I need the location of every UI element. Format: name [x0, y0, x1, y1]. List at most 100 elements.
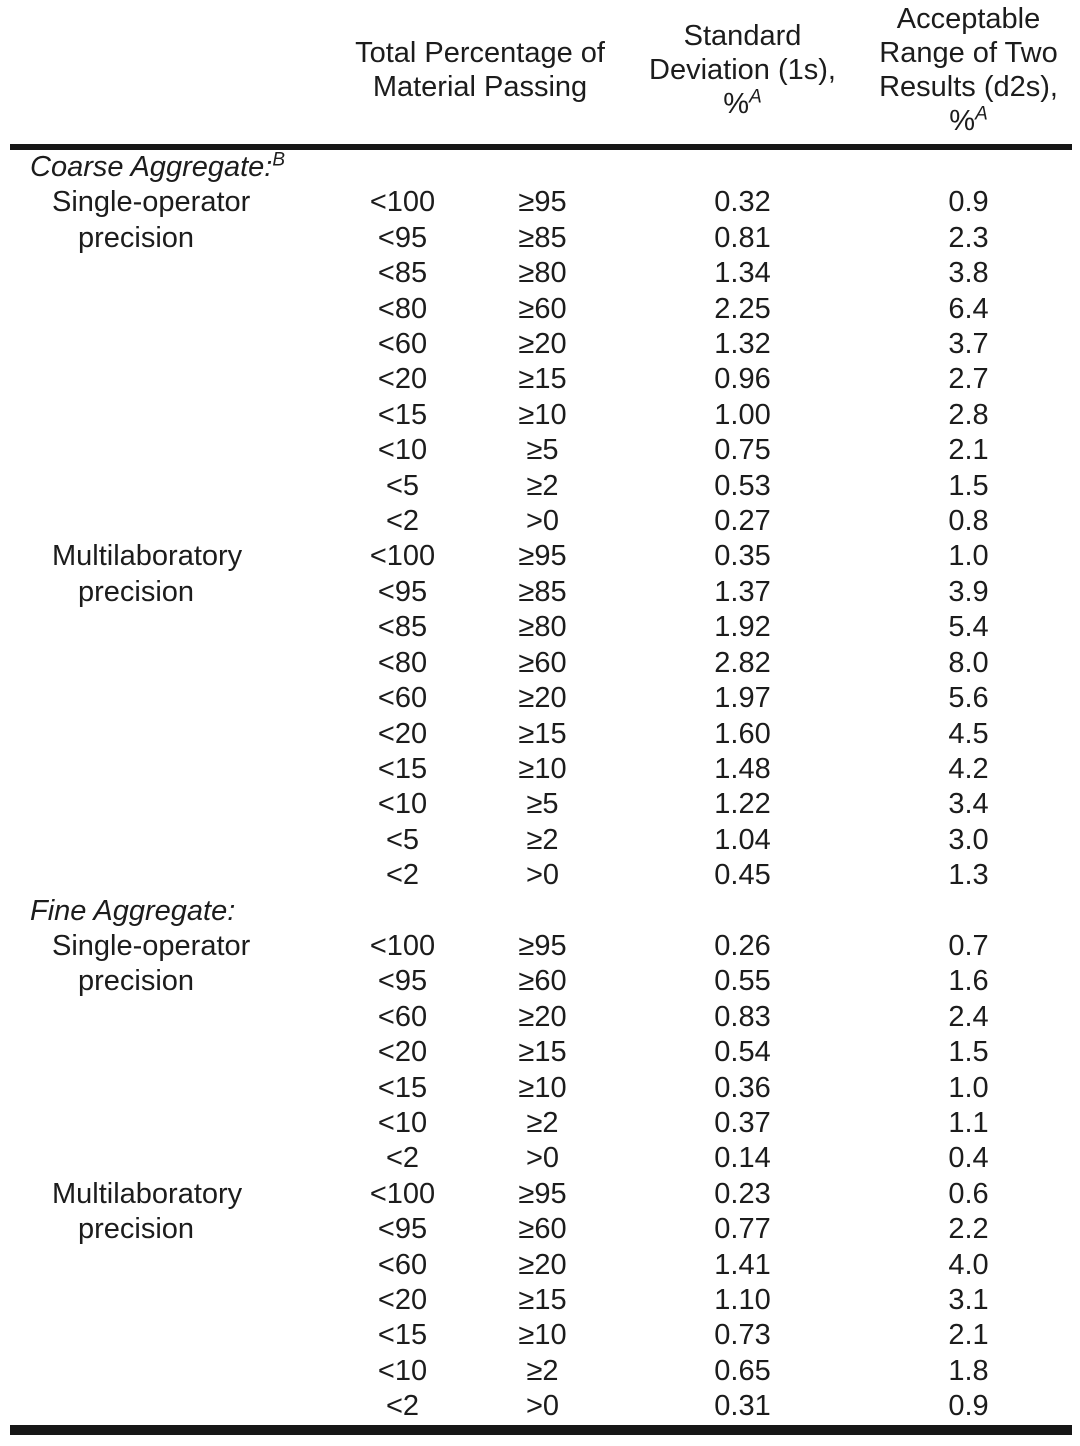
cell-sd: 0.77 [714, 1213, 771, 1246]
cell-d2s: 0.9 [948, 1390, 989, 1423]
row-label [10, 1106, 340, 1141]
table-row: <15 ≥10 0.73 2.1 [10, 1318, 1072, 1353]
cell-upper: ≥60 [518, 292, 567, 325]
cell-d2s: 0.4 [948, 1142, 989, 1175]
table-row: <2 >0 0.27 0.8 [10, 504, 1072, 539]
cell-sd: 0.75 [714, 434, 771, 467]
row-label [10, 1071, 340, 1106]
row-label [10, 292, 340, 327]
row-label [10, 858, 340, 893]
cell-sd: 1.48 [714, 752, 771, 785]
precision-table: Total Percentage of Material Passing Sta… [10, 0, 1073, 1435]
cell-lower: <10 [377, 1106, 428, 1139]
cell-lower: <15 [377, 1071, 428, 1104]
cell-upper: ≥20 [518, 1000, 567, 1033]
cell-sd: 1.04 [714, 823, 771, 856]
cell-sd: 1.41 [714, 1248, 771, 1281]
cell-lower: <95 [377, 575, 428, 608]
section-title-text: Fine Aggregate: [30, 894, 236, 927]
row-label [10, 433, 340, 468]
cell-sd: 0.32 [714, 186, 771, 219]
cell-upper: ≥15 [518, 717, 567, 750]
cell-lower: <95 [377, 1213, 428, 1246]
row-label [10, 823, 340, 858]
cell-lower: <60 [377, 1248, 428, 1281]
cell-d2s: 5.6 [948, 682, 989, 715]
table-row: Multilaboratory <100 ≥95 0.23 0.6 [10, 1177, 1072, 1212]
cell-lower: <100 [369, 1177, 436, 1210]
row-label [10, 1248, 340, 1283]
header-passing-line2: Material Passing [372, 71, 588, 103]
cell-upper: ≥15 [518, 363, 567, 396]
cell-d2s: 2.8 [948, 398, 989, 431]
table-row: <10 ≥5 0.75 2.1 [10, 433, 1072, 468]
table-row: <10 ≥5 1.22 3.4 [10, 787, 1072, 822]
table-row: <60 ≥20 1.41 4.0 [10, 1248, 1072, 1283]
cell-lower: <85 [377, 611, 428, 644]
table-row: <60 ≥20 1.97 5.6 [10, 681, 1072, 716]
cell-upper: ≥20 [518, 682, 567, 715]
table-row: <85 ≥80 1.34 3.8 [10, 256, 1072, 291]
cell-lower: <2 [385, 505, 420, 538]
cell-d2s: 4.0 [948, 1248, 989, 1281]
cell-upper: >0 [525, 1390, 560, 1423]
cell-sd: 0.31 [714, 1390, 771, 1423]
cell-sd: 0.27 [714, 505, 771, 538]
row-label [10, 1283, 340, 1318]
cell-upper: ≥95 [518, 1177, 567, 1210]
table-row: <60 ≥20 1.32 3.7 [10, 327, 1072, 362]
table-row: Single-operator <100 ≥95 0.32 0.9 [10, 185, 1072, 220]
cell-sd: 0.55 [714, 965, 771, 998]
table-row: precision <95 ≥85 1.37 3.9 [10, 575, 1072, 610]
table-row: <2 >0 0.14 0.4 [10, 1141, 1072, 1176]
cell-sd: 1.34 [714, 257, 771, 290]
cell-d2s: 1.3 [948, 859, 989, 892]
cell-sd: 0.45 [714, 859, 771, 892]
cell-sd: 0.35 [714, 540, 771, 573]
row-label: precision [78, 1213, 195, 1246]
cell-upper: ≥95 [518, 929, 567, 962]
cell-lower: <5 [385, 823, 420, 856]
table-row: precision <95 ≥60 0.55 1.6 [10, 964, 1072, 999]
cell-upper: ≥80 [518, 611, 567, 644]
cell-lower: <100 [369, 540, 436, 573]
cell-sd: 0.14 [714, 1142, 771, 1175]
header-sd-unit-line: %A [620, 87, 865, 121]
cell-sd: 0.73 [714, 1319, 771, 1352]
cell-lower: <10 [377, 1354, 428, 1387]
cell-upper: ≥2 [526, 1106, 559, 1139]
cell-d2s: 2.7 [948, 363, 989, 396]
table-row: <5 ≥2 1.04 3.0 [10, 823, 1072, 858]
header-d2s-unit-line: %A [865, 104, 1072, 138]
table-row: <15 ≥10 1.48 4.2 [10, 752, 1072, 787]
row-label [10, 610, 340, 645]
cell-d2s: 0.6 [948, 1177, 989, 1210]
row-label: precision [78, 575, 195, 608]
cell-upper: ≥60 [518, 1213, 567, 1246]
cell-d2s: 2.1 [948, 1319, 989, 1352]
row-label [10, 1141, 340, 1176]
row-label [10, 1389, 340, 1429]
cell-lower: <80 [377, 646, 428, 679]
cell-sd: 1.92 [714, 611, 771, 644]
cell-upper: >0 [525, 505, 560, 538]
cell-lower: <15 [377, 1319, 428, 1352]
cell-sd: 2.82 [714, 646, 771, 679]
table-row: <85 ≥80 1.92 5.4 [10, 610, 1072, 645]
cell-d2s: 3.1 [948, 1284, 989, 1316]
row-label [10, 256, 340, 291]
table-row: <10 ≥2 0.65 1.8 [10, 1354, 1072, 1389]
cell-sd: 1.97 [714, 682, 771, 715]
cell-d2s: 1.8 [948, 1354, 989, 1387]
header-row: Total Percentage of Material Passing Sta… [10, 0, 1073, 150]
header-passing-line1: Total Percentage of [355, 37, 605, 69]
cell-lower: <15 [377, 398, 428, 431]
cell-upper: ≥10 [518, 752, 567, 785]
header-sd-unit: % [723, 88, 750, 120]
cell-sd: 1.60 [714, 717, 771, 750]
cell-upper: ≥5 [526, 788, 559, 821]
table-row: <20 ≥15 1.60 4.5 [10, 717, 1072, 752]
header-empty-cell [10, 0, 340, 150]
footnote-marker-a: A [749, 86, 762, 108]
cell-upper: ≥10 [518, 398, 567, 431]
